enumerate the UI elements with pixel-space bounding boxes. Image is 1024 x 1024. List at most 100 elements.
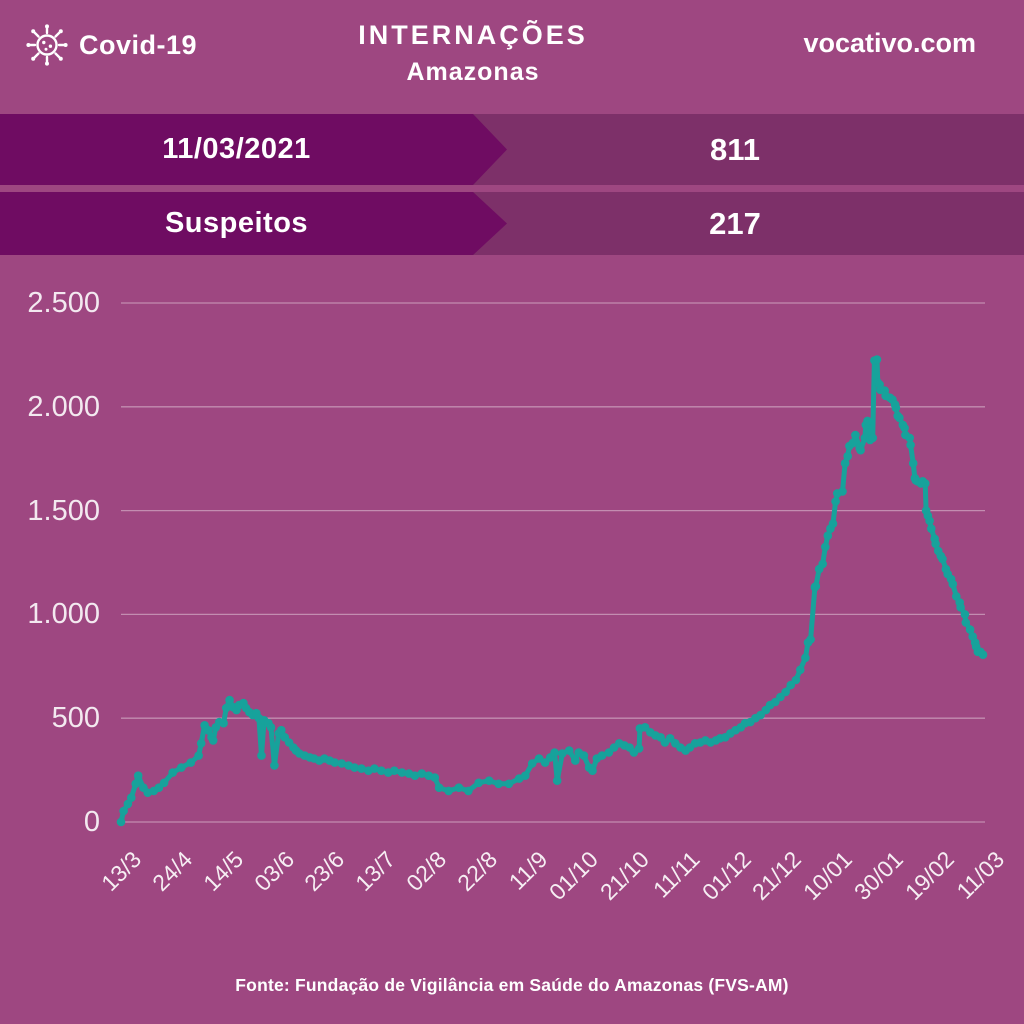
data-point [364, 766, 373, 775]
data-point [245, 707, 254, 717]
y-tick-label: 1.000 [27, 598, 100, 631]
logo-label: Covid-19 [79, 29, 198, 60]
data-point [893, 411, 902, 421]
x-tick-label: 22/8 [451, 846, 502, 897]
data-point [818, 559, 827, 569]
data-point [383, 768, 393, 777]
data-point [417, 769, 427, 778]
data-point [350, 763, 359, 772]
data-point [454, 783, 464, 792]
data-point [574, 748, 583, 757]
data-point [139, 783, 148, 792]
data-point [870, 356, 879, 365]
data-point [320, 754, 329, 763]
data-point [295, 749, 304, 758]
data-point [900, 423, 909, 433]
data-point [291, 746, 301, 755]
data-point [370, 764, 379, 773]
data-point [264, 718, 273, 728]
x-tick-label: 01/10 [544, 846, 604, 906]
data-point [890, 400, 900, 410]
data-point [872, 355, 882, 364]
data-point [168, 768, 177, 777]
data-point [920, 479, 930, 488]
data-point [731, 725, 740, 735]
data-point [811, 581, 821, 591]
data-point [976, 647, 985, 657]
data-point [620, 741, 629, 750]
site-link[interactable]: vocativo.com [803, 28, 976, 58]
data-point [207, 733, 216, 742]
x-tick-label: 10/01 [798, 846, 858, 906]
data-point [746, 717, 755, 727]
data-point [266, 723, 276, 732]
data-point [410, 771, 420, 780]
data-point [635, 724, 645, 733]
data-point [665, 734, 675, 743]
x-tick-label: 01/12 [696, 846, 756, 906]
data-point [315, 756, 324, 765]
page-title: INTERNAÇÕES [358, 20, 588, 50]
suspects-ribbon-arrow [0, 192, 507, 255]
data-point [881, 391, 890, 401]
data-point [843, 451, 852, 461]
data-point [876, 385, 885, 395]
data-point [550, 748, 559, 757]
date-ribbon-arrow [0, 114, 507, 185]
data-point [211, 723, 221, 732]
data-point [597, 751, 607, 760]
data-point [330, 758, 340, 767]
data-point [660, 738, 670, 747]
data-point [906, 440, 915, 450]
data-point [873, 378, 883, 388]
data-point [270, 761, 279, 770]
data-point [726, 729, 735, 738]
data-point [646, 728, 655, 737]
data-point [241, 703, 251, 713]
data-point [690, 739, 700, 748]
data-point [833, 489, 842, 498]
data-point [801, 653, 810, 663]
data-point [494, 779, 503, 789]
data-point [781, 687, 790, 697]
data-point [149, 786, 159, 796]
data-point [923, 511, 933, 520]
data-point [671, 739, 680, 748]
data-point [344, 761, 353, 770]
data-point [863, 416, 872, 426]
data-point [961, 618, 971, 627]
data-point [856, 445, 865, 455]
data-point [971, 642, 981, 651]
data-point [629, 748, 639, 757]
data-point [911, 476, 921, 485]
data-point [946, 574, 956, 584]
data-point [831, 497, 840, 506]
data-point [978, 650, 988, 659]
data-point [514, 774, 524, 783]
data-point [810, 582, 820, 592]
data-point [721, 733, 730, 742]
data-point [868, 433, 877, 443]
data-point [875, 380, 884, 389]
data-point [424, 771, 434, 780]
data-point [656, 733, 665, 742]
data-point [796, 665, 805, 675]
data-point [711, 736, 721, 745]
data-point [579, 751, 589, 760]
data-point [325, 756, 334, 765]
data-point [634, 744, 644, 753]
data-point [651, 731, 660, 740]
info-row-date: 11/03/2021 811 [0, 114, 1024, 185]
data-point [284, 738, 294, 747]
data-point [696, 738, 705, 747]
covid19-logo: Covid-19 [24, 22, 197, 68]
data-point [592, 754, 602, 763]
data-point [116, 817, 126, 827]
data-point [933, 546, 943, 556]
x-tick-label: 13/3 [96, 846, 147, 897]
data-point [910, 473, 920, 483]
data-point [133, 771, 143, 780]
y-tick-label: 2.000 [27, 390, 100, 423]
data-point [851, 430, 860, 440]
data-point [791, 675, 801, 685]
